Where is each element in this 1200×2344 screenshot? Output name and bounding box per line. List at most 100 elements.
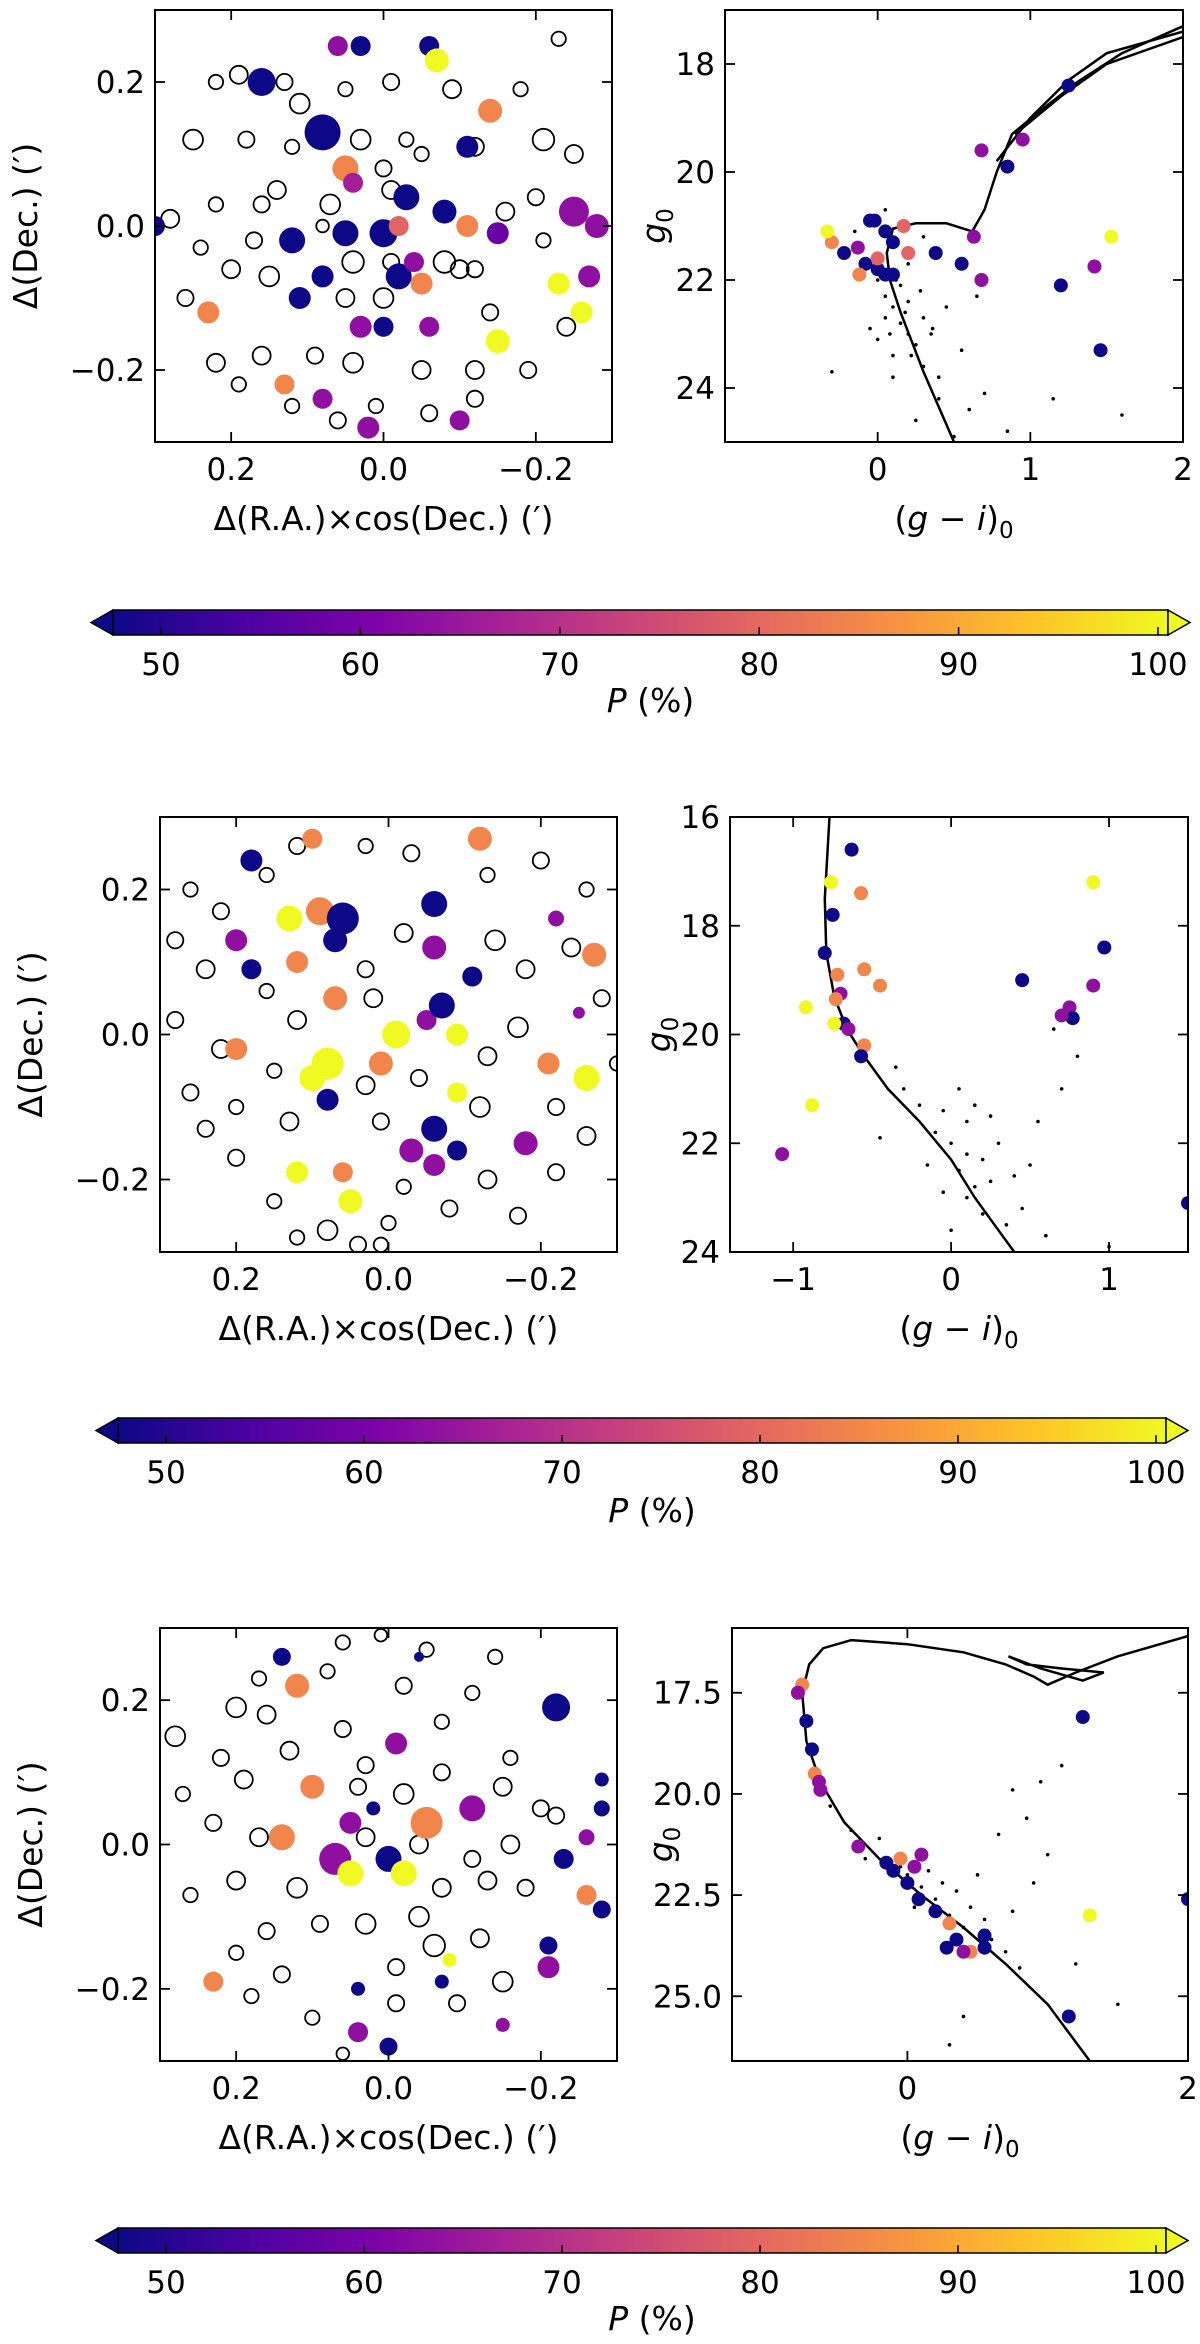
nonmember-star — [192, 239, 209, 256]
isochrone-line — [885, 25, 1183, 442]
member-star — [456, 215, 479, 237]
member-star — [1061, 78, 1076, 93]
nonmember-star — [349, 1235, 368, 1252]
member-star — [911, 1892, 926, 1907]
member-star — [1075, 1710, 1090, 1725]
field-star-dot — [1051, 1027, 1056, 1031]
nonmember-star — [349, 128, 372, 151]
field-star-dot — [883, 208, 888, 212]
field-star-dot — [1010, 1788, 1015, 1792]
nonmember-star — [258, 265, 281, 288]
field-star-dot — [996, 1832, 1001, 1837]
member-star — [914, 1847, 929, 1862]
member-star — [274, 374, 295, 395]
nonmember-star — [477, 1046, 498, 1067]
member-star — [1015, 132, 1030, 147]
nonmember-star — [258, 866, 275, 884]
nonmember-star — [337, 81, 354, 98]
nonmember-star — [465, 389, 484, 408]
nonmember-star — [266, 180, 287, 200]
x-tick-label: 1 — [1099, 1262, 1119, 1298]
member-star — [966, 229, 981, 244]
field-star-dot — [941, 1190, 946, 1194]
nonmember-star — [547, 1163, 566, 1182]
nonmember-star — [174, 1785, 191, 1803]
field-star-dot — [891, 375, 895, 380]
member-star — [1087, 259, 1102, 274]
member-star — [851, 1839, 866, 1854]
nonmember-star — [477, 1870, 498, 1891]
member-star — [300, 1774, 325, 1799]
plot-area — [155, 30, 609, 439]
panel-row3-cmd: 0 2 17.5 20.0 22.5 25.0 (g − i)0 g0 — [641, 1627, 1198, 2163]
nonmember-star — [576, 1126, 597, 1146]
nonmember-star — [227, 1148, 246, 1167]
colorbar-extend-low — [94, 1416, 119, 1445]
member-star — [1086, 875, 1101, 890]
member-star — [337, 1860, 364, 1887]
panel-row1-map: 0.2 0.0 −0.2 0.2 0.0 −0.2 Δ(R.A.)×cos(Dec.) (′… — [6, 9, 613, 538]
nonmember-star — [479, 866, 496, 884]
nonmember-star — [207, 73, 225, 91]
member-star — [225, 929, 248, 952]
colorbar-extend-high — [1165, 2226, 1190, 2255]
nonmember-star — [373, 1628, 389, 1643]
nonmember-star — [531, 1799, 550, 1818]
field-star-dot — [954, 1889, 959, 1893]
member-star — [332, 1162, 353, 1183]
nonmember-star — [287, 1010, 308, 1030]
nonmember-star — [279, 1111, 300, 1132]
member-star — [241, 959, 262, 980]
y-axis-label: g0 — [639, 1017, 684, 1053]
member-star — [857, 962, 872, 977]
nonmember-star — [207, 196, 225, 213]
isochrone-line — [1007, 1655, 1105, 1682]
member-star — [942, 1916, 957, 1931]
member-star — [572, 1006, 585, 1019]
plot-area — [775, 817, 1188, 1252]
member-star — [288, 287, 311, 309]
x-tick-label: 0.0 — [359, 452, 408, 488]
member-star — [956, 1944, 971, 1959]
member-star — [828, 992, 843, 1007]
field-star-dot — [947, 2043, 952, 2047]
member-star — [854, 1049, 869, 1064]
nonmember-star — [463, 1849, 482, 1868]
member-star — [385, 263, 412, 290]
field-star-dot — [878, 1136, 882, 1140]
field-star-dot — [980, 1157, 985, 1162]
y-tick-label: 17.5 — [653, 1676, 722, 1712]
member-star — [974, 143, 989, 158]
member-star — [799, 1714, 814, 1729]
field-star-dot — [868, 326, 872, 331]
x-tick-label: −0.2 — [498, 452, 573, 488]
nonmember-star — [204, 1813, 223, 1832]
nonmember-star — [182, 1886, 199, 1904]
member-star — [276, 905, 303, 932]
nonmember-star — [502, 1749, 519, 1767]
member-star — [203, 1971, 224, 1992]
field-star-dot — [919, 1885, 924, 1889]
colorbar-extend-high — [1167, 608, 1192, 637]
member-star — [867, 213, 882, 228]
colorbar-row3: 50 60 70 80 90 100 P (%) — [94, 2226, 1190, 2338]
nonmember-star — [195, 959, 216, 980]
x-tick-label: 2 — [1178, 2071, 1198, 2107]
nonmember-star — [492, 1776, 513, 1797]
nonmember-star — [367, 397, 384, 415]
field-star-dot — [949, 1228, 953, 1233]
member-star — [332, 220, 359, 247]
nonmember-star — [164, 1725, 187, 1748]
nonmember-star — [394, 1676, 413, 1695]
nonmember-star — [515, 959, 536, 980]
nonmember-star — [481, 303, 500, 322]
member-star — [854, 886, 869, 901]
member-star — [576, 1885, 597, 1906]
field-star-dot — [1059, 1763, 1064, 1768]
colorbar-label: P (%) — [608, 2299, 696, 2338]
member-star — [837, 246, 852, 260]
member-star — [459, 1795, 486, 1822]
field-star-dot — [1017, 1966, 1022, 1970]
member-star — [1093, 343, 1108, 358]
member-star — [582, 942, 607, 967]
